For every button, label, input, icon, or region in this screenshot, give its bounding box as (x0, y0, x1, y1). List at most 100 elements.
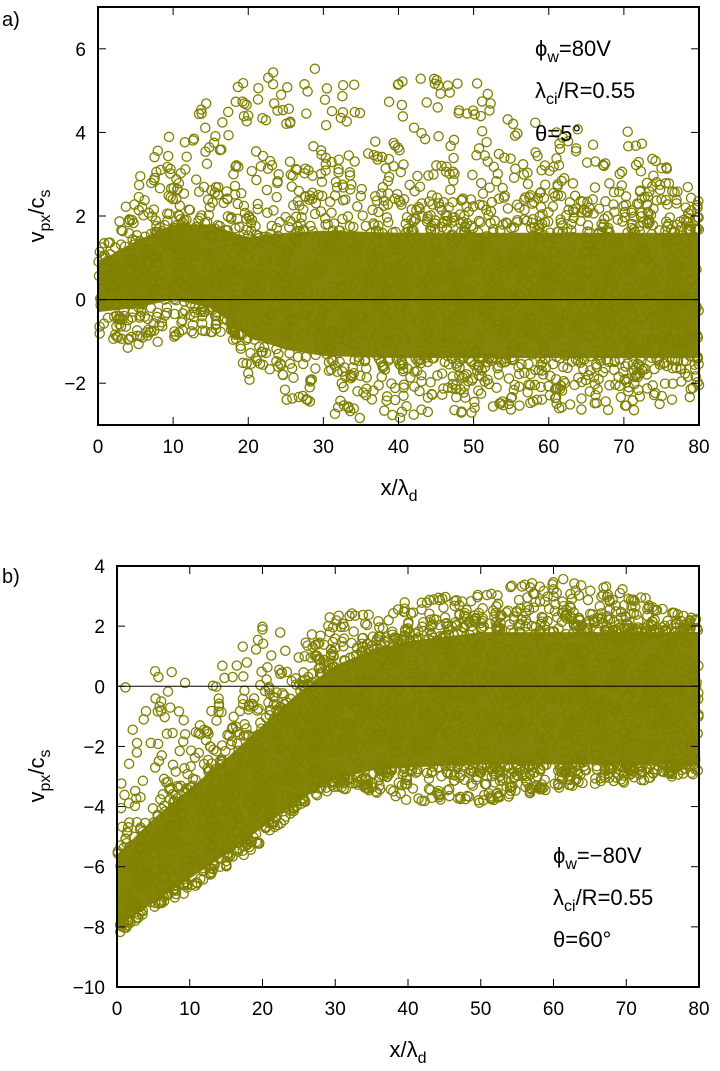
panel-a-data-point (473, 385, 484, 396)
panel-b-data-point (360, 755, 371, 767)
panel-b-data-point (120, 833, 132, 845)
panel-b-data-point (388, 690, 399, 701)
panel-a-data-point (643, 307, 655, 319)
panel-a-y-tick-label: 0 (75, 291, 86, 312)
panel-b-data-point (402, 729, 414, 741)
panel-a-data-point (467, 279, 479, 291)
panel-a-points (93, 63, 705, 424)
panel-a-data-point (396, 199, 407, 210)
panel-a-data-point (685, 274, 696, 285)
panel-b-data-point (449, 600, 460, 612)
panel-b-data-point (170, 766, 181, 777)
panel-b-data-point (477, 746, 488, 758)
panel-a-data-point (266, 220, 277, 232)
panel-b-data-point (522, 648, 534, 659)
panel-a-data-point (280, 329, 291, 340)
panel-a-data-point (282, 82, 293, 93)
panel-b-data-point (580, 718, 592, 730)
panel-a-data-point (445, 184, 456, 195)
panel-a-data-point (626, 205, 637, 216)
panel-b-data-point (515, 626, 526, 637)
panel-b-data-point (683, 761, 695, 772)
panel-a-data-point (434, 336, 446, 347)
panel-b-data-point (598, 656, 609, 667)
panel-a-data-point (499, 256, 510, 268)
panel-b-data-point (170, 825, 182, 836)
panel-a-data-point (388, 232, 400, 244)
panel-a-data-point (436, 389, 448, 400)
panel-b-data-point (279, 705, 290, 716)
panel-a-data-point (204, 230, 215, 241)
panel-a-data-point (491, 382, 502, 394)
panel-b-points (112, 573, 704, 938)
panel-a-data-point (241, 308, 252, 320)
panel-a-data-point (658, 278, 669, 290)
panel-a-data-point (447, 284, 459, 296)
panel-a-data-point (648, 389, 660, 401)
panel-a-data-point (545, 370, 556, 382)
panel-a-data-point (241, 358, 252, 369)
panel-a-data-point (148, 174, 160, 186)
panel-a-data-point (581, 206, 592, 217)
panel-a-data-point (366, 243, 378, 255)
panel-a-data-point (523, 358, 534, 370)
panel-b-data-point (427, 766, 438, 777)
panel-b-data-point (267, 715, 279, 726)
panel-a-data-point (642, 191, 654, 202)
panel-a-data-point (201, 216, 213, 228)
panel-a-data-point (581, 157, 593, 168)
panel-a-data-point (517, 308, 529, 319)
panel-a-data-point (472, 333, 484, 345)
panel-a-data-point (402, 363, 413, 374)
panel-a-data-point (603, 278, 615, 289)
panel-a-data-point (165, 163, 176, 175)
panel-a-data-point (607, 318, 619, 329)
panel-a-data-point (646, 277, 658, 289)
panel-b-data-point (211, 746, 222, 757)
panel-b-data-point (525, 753, 537, 764)
panel-b-data-point (153, 671, 164, 683)
panel-a-data-point (126, 214, 138, 226)
panel-b-data-point (127, 724, 138, 735)
panel-a-data-point (504, 301, 516, 312)
panel-a-data-point (369, 191, 381, 202)
panel-a-data-point (576, 393, 587, 404)
panel-a-data-point (288, 372, 299, 383)
panel-b-data-point (131, 737, 143, 749)
panel-a-data-point (526, 330, 537, 341)
panel-b-data-point (309, 650, 321, 662)
panel-b-data-point (194, 801, 205, 812)
panel-b-data-point (642, 696, 654, 707)
panel-a-data-point (229, 323, 240, 335)
panel-a-data-point (397, 319, 408, 330)
panel-a-data-point (496, 354, 507, 365)
panel-b-data-point (497, 772, 509, 784)
panel-a-data-point (455, 306, 466, 317)
panel-b-data-point (537, 667, 549, 679)
panel-a-data-point (572, 124, 583, 135)
panel-a-x-ticks: 0 10 20 30 40 50 60 70 80 (93, 7, 710, 458)
panel-a-data-point (402, 242, 414, 253)
panel-a-data-point (585, 332, 596, 343)
panel-a-data-point (676, 296, 688, 308)
panel-b-data-point (356, 774, 368, 785)
panel-a-data-point (269, 270, 281, 281)
panel-a-data-point (388, 243, 400, 255)
panel-a-data-point (375, 289, 387, 300)
panel-b-data-point (442, 666, 453, 677)
panel-b-data-point (291, 714, 303, 725)
panel-b-data-point (681, 759, 693, 770)
panel-a-data-point (152, 145, 164, 157)
panel-a-data-point (669, 187, 680, 198)
panel-a-data-point (387, 312, 399, 323)
panel-a-data-point (443, 359, 455, 370)
panel-a-data-point (589, 378, 601, 390)
panel-a-data-point (446, 241, 458, 252)
panel-b-data-point (366, 709, 378, 721)
panel-a-data-point (133, 191, 145, 203)
panel-a-data-point (333, 167, 344, 178)
panel-b-data-point (523, 760, 534, 771)
panel-a-data-point (315, 251, 327, 263)
panel-b-data-point (511, 703, 522, 715)
panel-a-data-point (335, 230, 346, 241)
